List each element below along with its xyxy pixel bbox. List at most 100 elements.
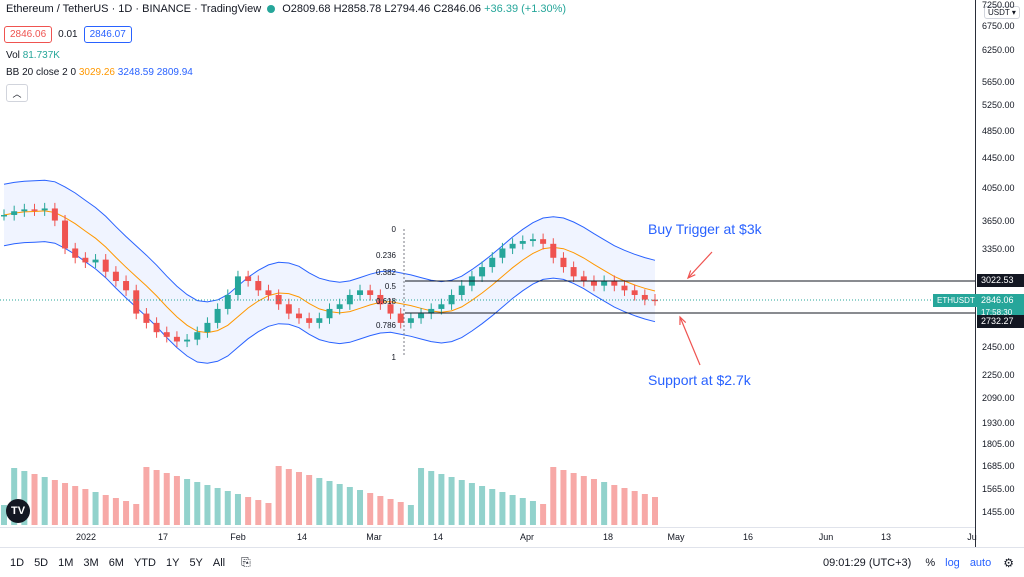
range-button-3m[interactable]: 3M [83,556,99,569]
candle-body [143,313,150,323]
volume-bar [326,481,333,525]
volume-bar [550,467,557,525]
collapse-legend-button[interactable]: ︿ [6,84,28,102]
volume-bar [173,476,180,525]
candle-body [306,318,313,323]
volume-bar [123,501,130,525]
candle-body [11,211,18,215]
price-tick: 2250.00 [982,370,1015,380]
ohlc-values: O2809.68 H2858.78 L2794.46 C2846.06 +36.… [282,3,566,15]
candle-body [133,290,140,314]
volume-bar [468,483,475,525]
volume-bar [204,485,211,525]
candle-body [448,294,455,305]
candle-body [367,290,374,295]
low-value: L2794.46 [384,3,431,15]
range-button-1y[interactable]: 1Y [165,556,180,569]
buy-button[interactable]: 2846.07 [83,26,132,43]
price-tick: 7250.00 [982,0,1015,10]
candle-body [509,243,516,249]
fib-level-label: 0.5 [385,282,397,291]
volume-bar [72,486,79,525]
open-value: O2809.68 [282,3,331,15]
support-arrow [679,316,701,366]
candle-body [540,239,547,244]
buy-trigger-annotation[interactable]: Buy Trigger at $3k [648,221,762,237]
bb-legend[interactable]: BB 20 close 2 0 3029.26 3248.59 2809.94 [6,67,193,78]
symbol-price-tag: ETHUSDT [933,294,979,307]
volume-value: 81.737K [22,50,60,61]
price-chart[interactable]: 0 0.236 0.382 0.5 0.618 0.786 1 [0,0,975,527]
support-annotation[interactable]: Support at $2.7k [648,372,751,388]
sell-button[interactable]: 2846.06 [4,26,53,43]
candle-body [295,313,302,319]
candle-body [92,259,99,263]
settings-gear-icon[interactable]: ⚙ [1003,555,1014,570]
price-axis[interactable]: USDT ▾ 7250.00 6750.00 6250.00 5650.00 5250.… [975,0,1024,547]
candle-body [428,308,435,314]
chevron-down-icon: ▾ [1011,8,1016,17]
symbol-title[interactable]: Ethereum / TetherUS · 1D · BINANCE · Tra… [6,3,262,15]
volume-bar [194,482,201,525]
volume-bar [570,473,577,525]
log-toggle[interactable]: log [945,556,960,569]
support-arrow-head [679,315,687,326]
volume-bar [529,501,536,525]
date-range-icon[interactable]: ⎘ [241,555,251,569]
volume-bar [357,490,364,525]
candle-body [224,294,231,309]
range-button-1m[interactable]: 1M [58,556,74,569]
currency-dropdown[interactable]: USDT ▾ [984,6,1020,19]
volume-bar [285,469,292,525]
volume-bar [265,503,272,525]
candle-body [529,239,536,242]
volume-legend[interactable]: Vol 81.737K [6,50,60,61]
volume-bar [306,475,313,525]
fib-level-label: 0 [392,225,397,234]
time-axis[interactable]: 2022 17 Feb 14 Mar 14 Apr 18 May 16 Jun 13 Ju [0,527,977,548]
time-tick: Ju [967,532,977,542]
candle-body [438,304,445,309]
volume-bar [295,472,302,525]
candle-body [153,322,160,333]
price-tick: 6250.00 [982,45,1015,55]
range-button-5d[interactable]: 5D [34,556,49,569]
candle-body [590,281,597,286]
candle-body [72,248,79,258]
time-tick: Feb [230,532,246,542]
range-button-all[interactable]: All [212,556,226,569]
time-tick: Apr [519,532,535,542]
volume-bar [336,484,343,525]
candle-body [204,322,211,333]
range-button-1d[interactable]: 1D [10,556,25,569]
percent-toggle[interactable]: % [925,556,936,569]
range-button-6m[interactable]: 6M [108,556,124,569]
tradingview-logo-icon: TV [6,499,30,523]
volume-bar [479,486,486,525]
clock[interactable]: 09:01:29 (UTC+3) [822,556,912,569]
price-tick: 5650.00 [982,77,1015,87]
market-status-icon [267,5,276,14]
resistance-price-label: 3022.53 [977,274,1024,287]
volume-bar [316,478,323,525]
range-button-5y[interactable]: 5Y [189,556,203,569]
candle-body [499,248,506,258]
price-tick: 4450.00 [982,153,1015,163]
volume-bar [611,485,618,525]
price-tick: 2450.00 [982,342,1015,352]
volume-bar [112,498,119,525]
volume-bar [21,471,28,525]
chart-area[interactable]: 0 0.236 0.382 0.5 0.618 0.786 1 [0,0,975,547]
price-tick: 4050.00 [982,183,1015,193]
volume-bar [438,474,445,525]
candle-body [112,271,119,282]
candle-body [184,339,191,342]
candle-body [519,241,526,244]
range-button-ytd[interactable]: YTD [133,556,156,569]
candle-body [82,257,89,263]
volume-bar [82,489,89,525]
buy-trigger-arrow-head [686,270,696,280]
volume-bar [234,494,241,525]
close-value: C2846.06 [433,3,482,15]
auto-toggle[interactable]: auto [969,556,992,569]
